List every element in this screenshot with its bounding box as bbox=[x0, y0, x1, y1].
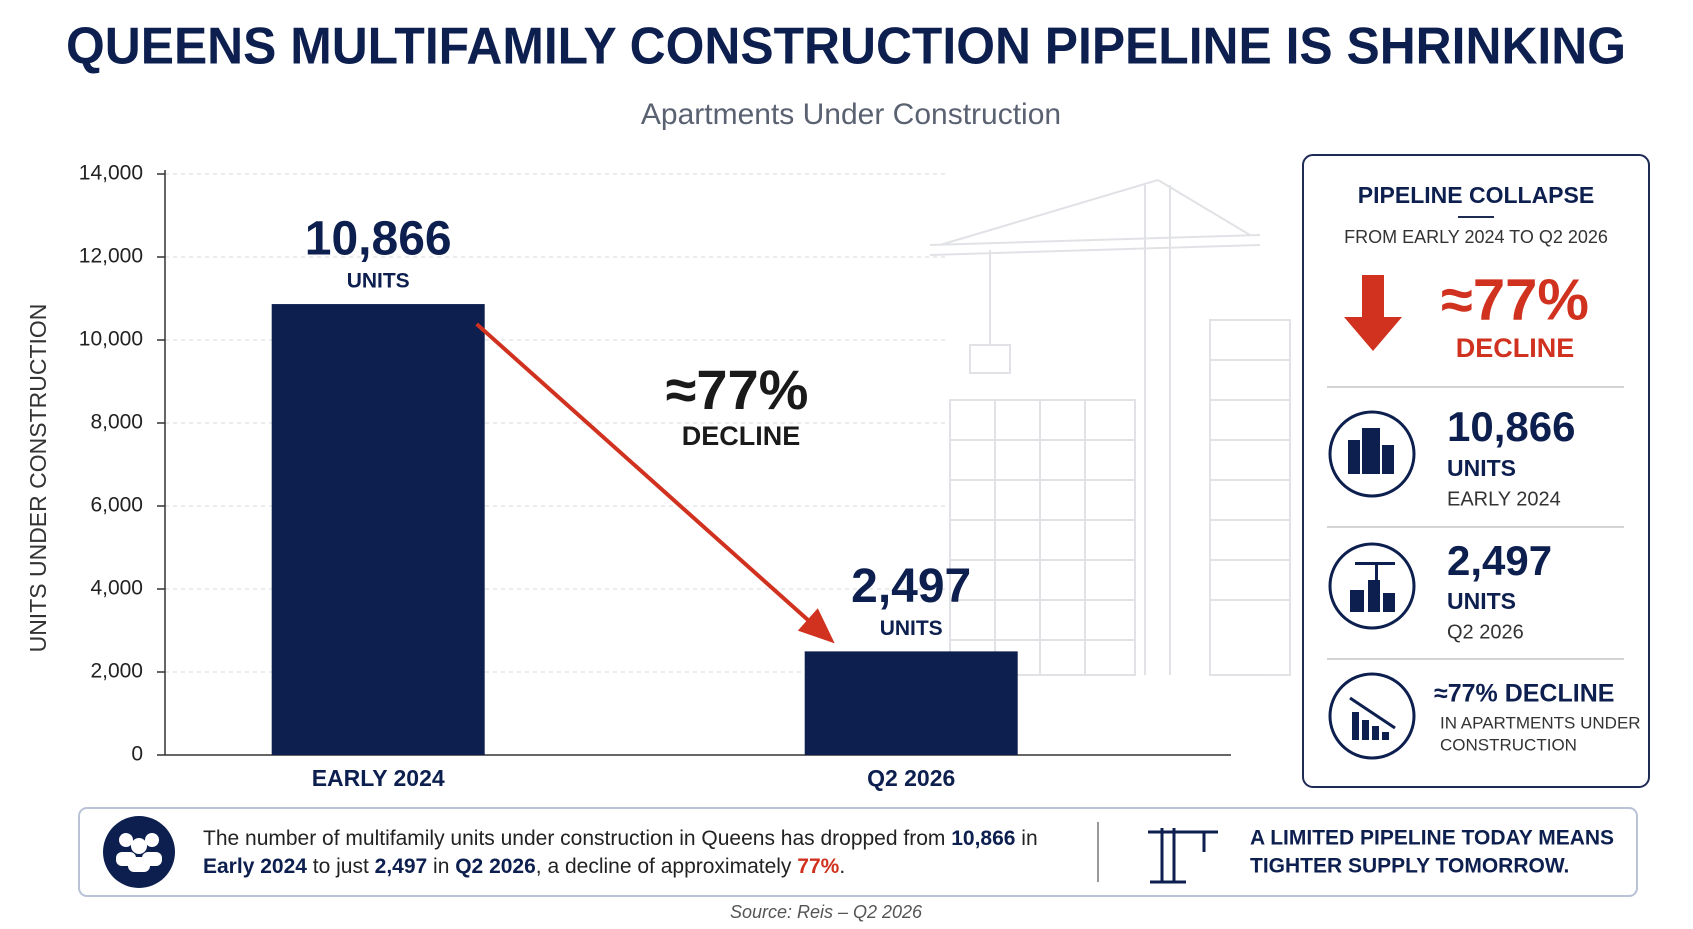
summary-text: . bbox=[839, 855, 845, 878]
y-tick-label: 12,000 bbox=[79, 245, 143, 268]
note-line: CONSTRUCTION bbox=[1440, 735, 1577, 754]
value-unit: UNITS bbox=[880, 617, 943, 640]
summary-banner bbox=[78, 807, 1638, 897]
stat-period: Q2 2026 bbox=[1447, 621, 1524, 643]
note-headline: ≈77% DECLINE bbox=[1434, 680, 1614, 708]
annotation-value: ≈77% bbox=[666, 358, 809, 421]
stat-unit: UNITS bbox=[1447, 455, 1516, 481]
source: Source: Reis – Q2 2026 bbox=[730, 902, 923, 922]
y-tick-label: 6,000 bbox=[90, 494, 143, 517]
callout-line: A LIMITED PIPELINE TODAY MEANS bbox=[1250, 827, 1614, 850]
summary-text: 77% bbox=[797, 855, 839, 878]
y-tick-label: 10,000 bbox=[79, 328, 143, 351]
note-line: IN APARTMENTS UNDER bbox=[1440, 713, 1641, 732]
y-tick-label: 4,000 bbox=[90, 577, 143, 600]
bar bbox=[804, 651, 1018, 755]
value-label: 2,497 bbox=[851, 560, 971, 613]
stat-period: EARLY 2024 bbox=[1447, 488, 1561, 510]
panel-title: PIPELINE COLLAPSE bbox=[1358, 182, 1594, 208]
summary-text: , a decline of approximately bbox=[536, 855, 797, 878]
side-panel bbox=[1302, 154, 1650, 788]
summary-line: The number of multifamily units under co… bbox=[203, 827, 1038, 850]
y-tick-label: 8,000 bbox=[90, 411, 143, 434]
subtitle: Apartments Under Construction bbox=[641, 98, 1061, 131]
down-arrow-icon bbox=[1344, 275, 1402, 351]
y-tick-label: 14,000 bbox=[79, 162, 143, 185]
icon-glyphs bbox=[1348, 428, 1395, 740]
decline-arrow bbox=[475, 322, 823, 633]
summary-text: in bbox=[1015, 827, 1037, 850]
summary-text: The number of multifamily units under co… bbox=[203, 827, 951, 850]
construction-illustration bbox=[929, 179, 1291, 676]
bar bbox=[271, 304, 485, 755]
value-label: 10,866 bbox=[305, 213, 452, 266]
panel-icons bbox=[1328, 410, 1416, 760]
summary-line: Early 2024 to just 2,497 in Q2 2026, a d… bbox=[203, 855, 845, 878]
summary-text: to just bbox=[307, 855, 375, 878]
callout-line: TIGHTER SUPPLY TOMORROW. bbox=[1250, 855, 1569, 878]
summary-text: Q2 2026 bbox=[455, 855, 536, 878]
summary-text: 10,866 bbox=[951, 827, 1015, 850]
crane-icon bbox=[1148, 828, 1218, 884]
panel-subtitle: FROM EARLY 2024 TO Q2 2026 bbox=[1344, 227, 1608, 247]
y-tick-label: 2,000 bbox=[90, 660, 143, 683]
panel-headline-label: DECLINE bbox=[1456, 333, 1575, 363]
summary-text: 2,497 bbox=[375, 855, 428, 878]
x-tick-label: EARLY 2024 bbox=[312, 765, 445, 791]
arrow-head bbox=[797, 608, 835, 644]
y-tick-label: 0 bbox=[131, 743, 143, 766]
value-unit: UNITS bbox=[347, 270, 410, 293]
x-tick-label: Q2 2026 bbox=[867, 765, 955, 791]
stat-unit: UNITS bbox=[1447, 588, 1516, 614]
stat-value: 2,497 bbox=[1447, 537, 1552, 584]
y-axis-title: UNITS UNDER CONSTRUCTION bbox=[25, 304, 51, 653]
annotation-label: DECLINE bbox=[682, 421, 801, 451]
panel-headline-value: ≈77% bbox=[1441, 267, 1589, 332]
summary-text: in bbox=[427, 855, 455, 878]
summary-text: Early 2024 bbox=[203, 855, 307, 878]
title: QUEENS MULTIFAMILY CONSTRUCTION PIPELINE… bbox=[66, 18, 1626, 76]
stat-value: 10,866 bbox=[1447, 403, 1575, 450]
